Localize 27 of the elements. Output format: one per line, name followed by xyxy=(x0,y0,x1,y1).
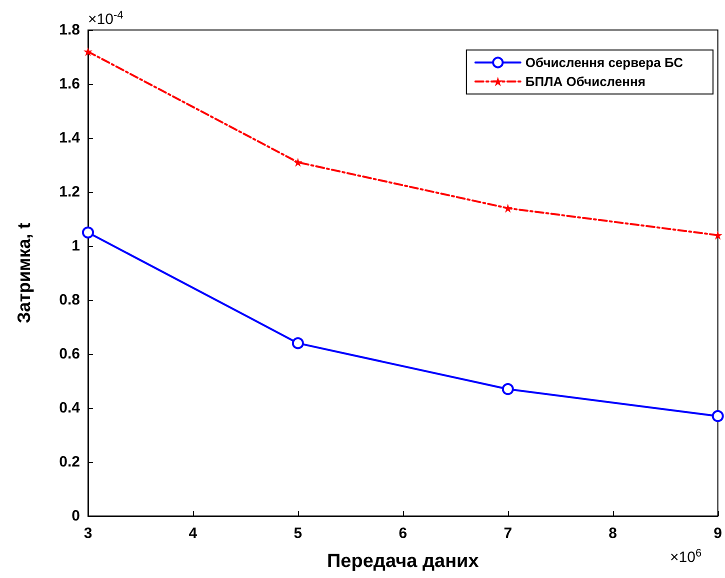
y-axis-title: Затримка, t xyxy=(14,222,34,324)
point xyxy=(502,383,514,396)
x-tick-label: 6 xyxy=(398,525,408,542)
x-tick-label: 5 xyxy=(294,525,302,542)
point xyxy=(84,47,92,56)
x-tick-label: 4 xyxy=(188,525,198,542)
y-tick-label: 0.6 xyxy=(59,346,80,362)
y-tick-label: 1 xyxy=(72,238,80,254)
x-tick-label: 8 xyxy=(608,525,618,542)
y-tick-label: 1.4 xyxy=(59,130,81,146)
x-tick-label: 3 xyxy=(84,525,92,542)
x-tick-label: 9 xyxy=(714,525,722,542)
y-tick-label: 0.4 xyxy=(59,400,81,416)
point xyxy=(292,337,304,350)
y-tick-label: 1.8 xyxy=(59,22,80,38)
x-axis-title: Передача даних xyxy=(327,551,480,572)
y-tick-label: 1.2 xyxy=(59,184,80,200)
point xyxy=(712,410,724,422)
x-tick-label: 7 xyxy=(504,525,512,542)
y-tick-label: 0.8 xyxy=(59,292,80,308)
y-tick-label: 1.6 xyxy=(59,76,80,92)
y-tick-label: 0 xyxy=(72,508,80,524)
y-tick-label: 0.2 xyxy=(59,454,80,470)
point xyxy=(82,226,94,238)
point xyxy=(293,158,302,167)
legend-label: Обчислення сервера БС xyxy=(525,55,684,70)
legend-label: БПЛА Обчислення xyxy=(525,74,646,89)
